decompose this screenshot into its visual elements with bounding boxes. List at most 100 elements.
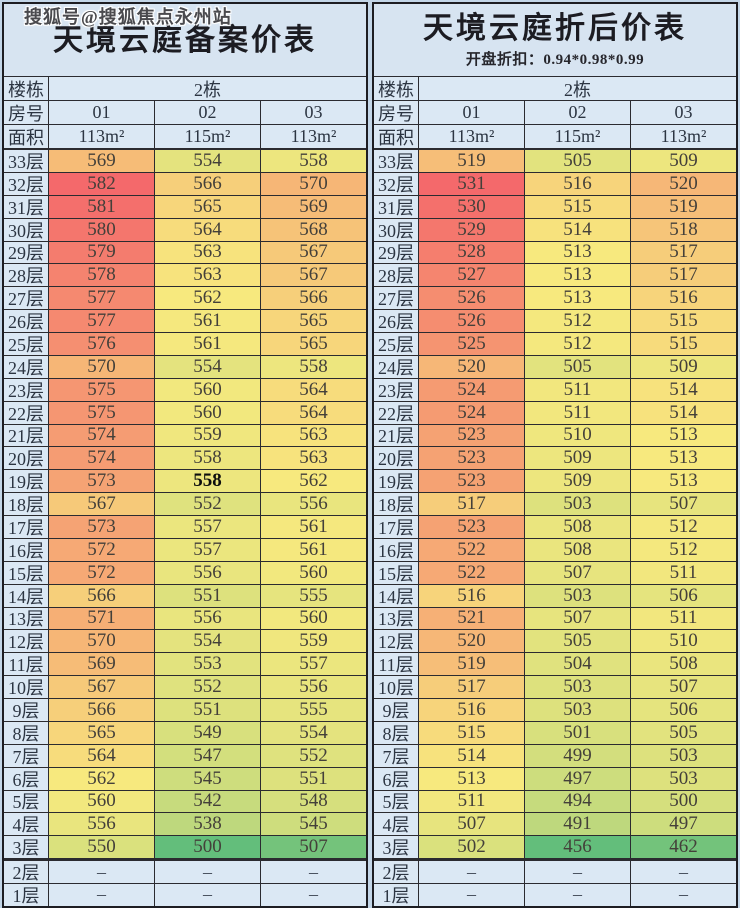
floor-label: 32层: [4, 172, 49, 195]
floor-row: 13层 571 556 560: [4, 607, 366, 631]
price-cell: 522: [419, 539, 525, 561]
price-cell: 557: [155, 539, 261, 561]
price-cell: 524: [419, 402, 525, 424]
floor-label: 1层: [374, 884, 419, 906]
floor-row: 3层 502 456 462: [374, 836, 736, 862]
price-cell: 526: [419, 310, 525, 332]
floor-label: 7层: [374, 744, 419, 767]
price-cell: 507: [525, 562, 631, 584]
room-row: 房号 01 02 03: [374, 101, 736, 125]
price-cell: 565: [49, 722, 155, 744]
floor-label: 23层: [374, 378, 419, 401]
area-label: 面积: [374, 125, 419, 148]
price-cell: 567: [261, 264, 366, 287]
price-cell: 517: [419, 493, 525, 515]
room-label: 房号: [374, 101, 419, 124]
price-cell: 581: [49, 196, 155, 218]
floor-label: 11层: [374, 653, 419, 675]
floor-row: 18层 567 552 556: [4, 493, 366, 516]
room-number: 02: [525, 101, 631, 124]
floor-row: 26层 526 512 515: [374, 310, 736, 333]
price-cell: 523: [419, 447, 525, 470]
price-cell: 569: [261, 196, 366, 218]
price-cell: 559: [261, 630, 366, 653]
floor-label: 25层: [374, 333, 419, 355]
floor-row: 25层 576 561 565: [4, 333, 366, 356]
price-cell: 573: [49, 516, 155, 538]
floor-label: 2层: [4, 861, 49, 883]
price-cell: 511: [525, 402, 631, 424]
price-cell: 563: [155, 264, 261, 287]
price-cell: 554: [155, 630, 261, 653]
price-cell: 505: [525, 630, 631, 653]
price-cell: 509: [631, 356, 736, 378]
discounted-table-header: 天境云庭折后价表 开盘折扣：0.94*0.98*0.99: [374, 4, 736, 77]
price-cell: 507: [419, 813, 525, 836]
floor-row: 24层 520 505 509: [374, 356, 736, 379]
price-cell: 503: [525, 699, 631, 721]
price-cell: 499: [525, 745, 631, 767]
price-cell: 507: [631, 676, 736, 698]
floor-row: 8层 565 549 554: [4, 722, 366, 745]
floor-row: 7层 564 547 552: [4, 745, 366, 768]
floor-label: 6层: [4, 767, 49, 790]
floor-row: 21层 523 510 513: [374, 424, 736, 448]
price-cell: 529: [419, 219, 525, 241]
price-cell: 556: [155, 607, 261, 630]
floor-row: 6层 513 497 503: [374, 768, 736, 791]
price-cell: 547: [155, 745, 261, 767]
price-cell: 545: [261, 813, 366, 836]
floor-row: 14层 516 503 506: [374, 585, 736, 608]
price-cell: 516: [419, 585, 525, 607]
price-cell: 513: [419, 768, 525, 790]
price-cell: 514: [419, 745, 525, 767]
floor-label: 7层: [4, 744, 49, 767]
price-cell: 560: [155, 402, 261, 424]
price-cell: –: [261, 861, 366, 883]
price-cell: 503: [631, 745, 736, 767]
floor-row: 32层 531 516 520: [374, 173, 736, 196]
price-cell: 513: [525, 241, 631, 264]
filed-price-table: 天境云庭备案价表 楼栋 2栋 房号 01 02 03 面积 113m² 115m…: [2, 2, 368, 908]
area-value: 113m²: [49, 125, 155, 148]
price-cell: 511: [419, 790, 525, 813]
price-cell: 507: [631, 493, 736, 515]
floor-label: 18层: [374, 493, 419, 515]
price-cell: 511: [631, 562, 736, 584]
price-cell: 514: [631, 379, 736, 401]
price-cell: 560: [155, 379, 261, 401]
price-cell: 565: [155, 196, 261, 218]
price-cell: 566: [49, 585, 155, 607]
price-cell: 572: [49, 562, 155, 584]
price-cell: 509: [525, 447, 631, 470]
floor-row: 11层 569 553 557: [4, 653, 366, 677]
price-cell: 551: [155, 585, 261, 607]
floor-row: 3层 550 500 507: [4, 836, 366, 862]
area-row: 面积 113m² 115m² 113m²: [4, 125, 366, 150]
price-cell: 551: [261, 768, 366, 790]
floor-row: 13层 521 507 511: [374, 607, 736, 631]
room-number: 01: [49, 101, 155, 124]
building-row: 楼栋 2栋: [4, 77, 366, 101]
price-cell: 558: [155, 470, 261, 493]
price-cell: 516: [419, 699, 525, 721]
floor-row: 24层 570 554 558: [4, 356, 366, 379]
price-cell: 516: [525, 173, 631, 195]
price-cell: 565: [261, 310, 366, 332]
price-cell: 564: [261, 379, 366, 401]
floor-row: 4层 507 491 497: [374, 813, 736, 837]
price-cell: 565: [261, 333, 366, 355]
price-cell: 518: [631, 219, 736, 241]
floor-row: 12层 570 554 559: [4, 630, 366, 654]
price-cell: 525: [419, 333, 525, 355]
floor-row: 33层 519 505 509: [374, 150, 736, 173]
price-cell: 519: [631, 196, 736, 218]
floor-row: 28层 578 563 567: [4, 264, 366, 288]
price-cell: 510: [631, 630, 736, 653]
price-cell: 557: [155, 516, 261, 538]
price-cell: 510: [525, 424, 631, 447]
price-cell: 567: [49, 493, 155, 515]
floor-label: 4层: [374, 813, 419, 835]
price-cell: 530: [419, 196, 525, 218]
floor-row: 9层 516 503 506: [374, 699, 736, 722]
